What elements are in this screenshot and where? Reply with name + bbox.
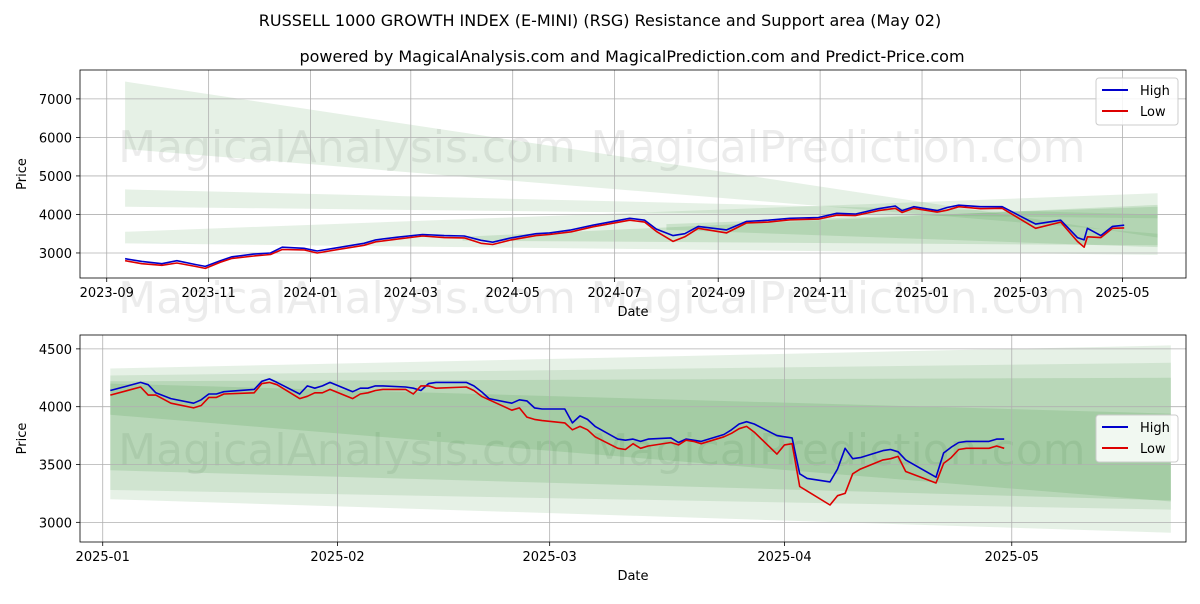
band-4 bbox=[666, 206, 1158, 248]
y-tick-label: 3000 bbox=[39, 247, 72, 262]
watermark-prediction-lower: MagicalPrediction.com bbox=[591, 273, 1086, 324]
x-tick-label: 2023-09 bbox=[80, 286, 134, 301]
series-lines bbox=[110, 378, 1005, 506]
band-0 bbox=[110, 345, 1171, 533]
legend-label-high: High bbox=[1140, 421, 1170, 436]
x-tick-label: 2025-05 bbox=[1095, 286, 1149, 301]
x-axis-label: Date bbox=[617, 569, 648, 584]
chart-subtitle: powered by MagicalAnalysis.com and Magic… bbox=[299, 47, 964, 66]
legend-label-low: Low bbox=[1140, 442, 1166, 457]
legend-label-high: High bbox=[1140, 84, 1170, 99]
y-axis-label: Price bbox=[15, 158, 30, 190]
band-1 bbox=[110, 362, 1171, 510]
legend: High Low bbox=[1095, 77, 1179, 126]
plot-frame bbox=[79, 69, 1187, 279]
panel-0: MagicalAnalysis.com MagicalPrediction.com… bbox=[15, 69, 1187, 324]
band-2 bbox=[110, 377, 1171, 501]
band-3 bbox=[462, 204, 1158, 246]
x-tick-label: 2024-03 bbox=[384, 286, 438, 301]
y-tick-label: 5000 bbox=[39, 170, 72, 185]
y-tick-label: 7000 bbox=[39, 93, 72, 108]
plot-frame bbox=[79, 334, 1187, 543]
x-tick-label: 2024-09 bbox=[691, 286, 745, 301]
x-tick-label: 2024-11 bbox=[793, 286, 847, 301]
x-tick-label: 2025-01 bbox=[895, 286, 949, 301]
bands bbox=[110, 345, 1171, 533]
series-line-low bbox=[124, 205, 1125, 270]
y-tick-label: 4000 bbox=[39, 401, 72, 416]
x-tick-label: 2024-01 bbox=[283, 286, 337, 301]
series-line-high bbox=[110, 378, 1005, 483]
legend-label-low: Low bbox=[1140, 105, 1166, 120]
band-0 bbox=[125, 81, 1158, 238]
x-tick-label: 2025-02 bbox=[310, 550, 364, 565]
panel-1: MagicalAnalysis.com MagicalPrediction.com… bbox=[15, 334, 1187, 584]
watermark-prediction: MagicalPrediction.com bbox=[591, 122, 1086, 173]
series-line-high bbox=[124, 204, 1125, 268]
y-axis-label: Price bbox=[15, 423, 30, 455]
watermark-analysis: MagicalAnalysis.com bbox=[118, 425, 576, 476]
legend: High Low bbox=[1095, 414, 1179, 463]
y-tick-label: 4000 bbox=[39, 208, 72, 223]
watermark-analysis: MagicalAnalysis.com bbox=[118, 122, 576, 173]
x-tick-label: 2024-07 bbox=[587, 286, 641, 301]
y-tick-label: 3500 bbox=[39, 459, 72, 474]
x-tick-label: 2025-01 bbox=[76, 550, 130, 565]
y-tick-label: 4500 bbox=[39, 343, 72, 358]
series-line-low bbox=[110, 381, 1005, 506]
x-tick-label: 2025-04 bbox=[757, 550, 811, 565]
x-tick-label: 2025-03 bbox=[993, 286, 1047, 301]
x-tick-label: 2024-05 bbox=[486, 286, 540, 301]
x-tick-label: 2025-05 bbox=[985, 550, 1039, 565]
watermark-analysis-lower: MagicalAnalysis.com bbox=[118, 273, 576, 324]
y-tick-label: 6000 bbox=[39, 131, 72, 146]
series-lines bbox=[124, 204, 1125, 270]
y-tick-label: 3000 bbox=[39, 516, 72, 531]
x-tick-label: 2023-11 bbox=[181, 286, 235, 301]
chart-title: RUSSELL 1000 GROWTH INDEX (E-MINI) (RSG)… bbox=[259, 11, 941, 30]
x-axis-label: Date bbox=[617, 305, 648, 320]
x-tick-label: 2025-03 bbox=[523, 550, 577, 565]
